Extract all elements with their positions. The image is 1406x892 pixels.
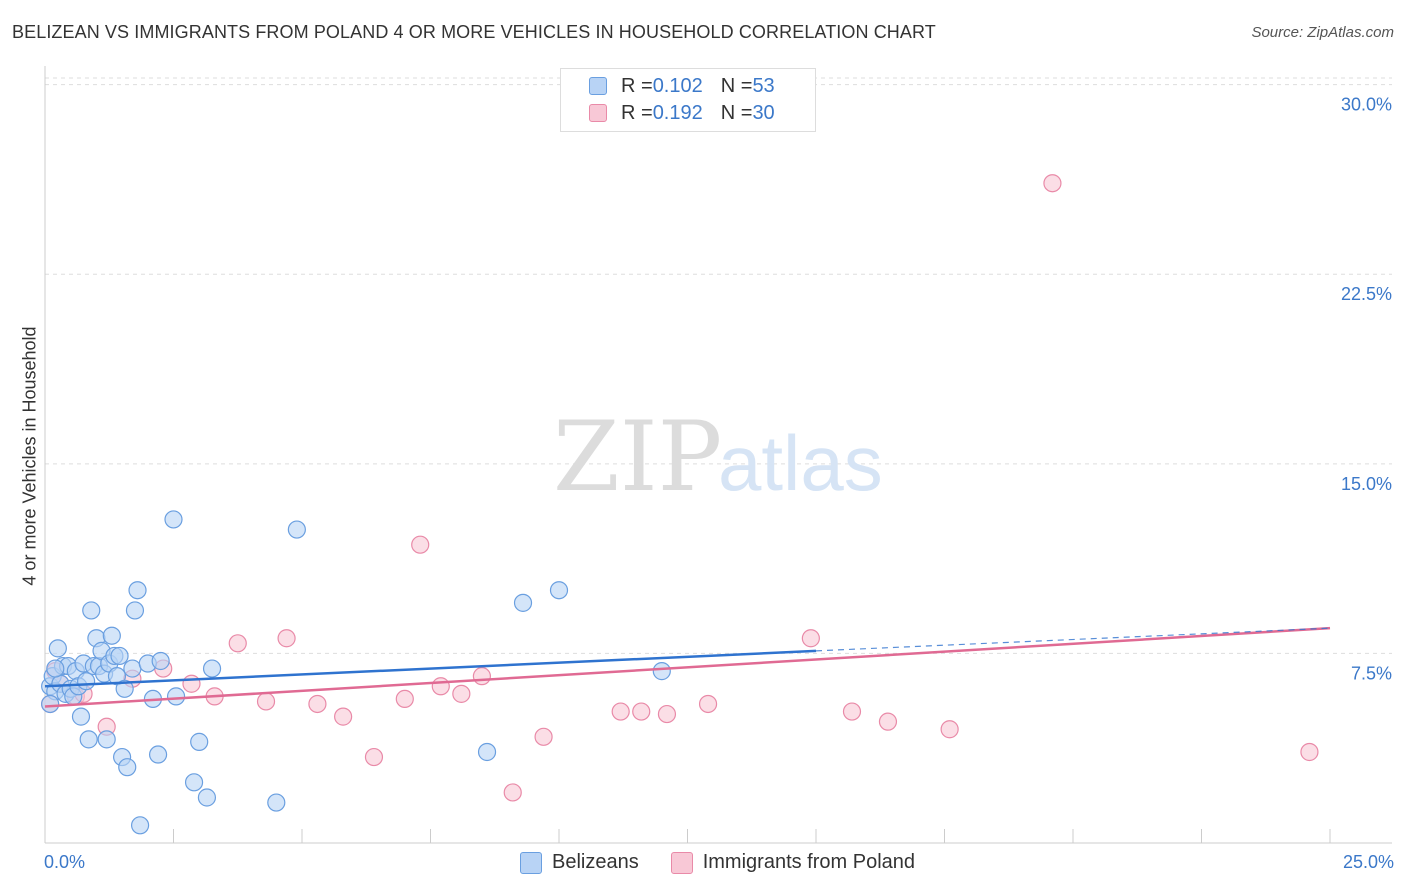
poland-point [1043, 174, 1062, 193]
belizean-point [125, 601, 145, 620]
belizean-point [267, 793, 286, 812]
poland-point [277, 629, 296, 648]
poland-point [842, 702, 862, 721]
poland-point [228, 634, 247, 653]
poland-point [472, 667, 491, 686]
x-tick-label-min: 0.0% [44, 852, 86, 872]
legend-r-label: R = [621, 101, 653, 124]
poland-point [657, 704, 677, 724]
belizean-point [151, 651, 170, 671]
correlation-legend: R = 0.102 N = 53 R = 0.192 N = 30 [560, 68, 816, 132]
belizean-point [513, 593, 533, 612]
y-tick-label: 15.0% [1341, 474, 1392, 494]
belizean-point [166, 687, 186, 706]
legend-swatch-pink [589, 104, 607, 122]
legend-item-belizeans[interactable]: Belizeans [520, 851, 639, 874]
source-label: Source: ZipAtlas.com [1251, 24, 1394, 41]
belizean-point [123, 659, 142, 678]
poland-point [878, 712, 898, 731]
poland-point [611, 702, 630, 721]
poland-point [256, 692, 276, 711]
belizean-point [477, 742, 497, 762]
belizean-point [110, 646, 129, 666]
poland-point [452, 684, 471, 703]
belizean-point [115, 679, 134, 698]
data-points [41, 174, 1319, 835]
poland-point [801, 629, 820, 648]
poland-point [308, 694, 327, 714]
belizean-point [549, 581, 569, 600]
legend-r-value: 0.102 [652, 74, 703, 97]
axes [44, 66, 1392, 844]
belizean-point [48, 639, 67, 658]
belizean-point [102, 626, 121, 645]
trend-lines [44, 626, 1331, 708]
y-tick-label: 7.5% [1351, 663, 1392, 683]
poland-point [632, 702, 651, 721]
poland-point [182, 674, 201, 693]
legend-label-belizeans: Belizeans [552, 851, 639, 873]
belizean-trend-line [44, 649, 817, 688]
grid-lines [45, 77, 1392, 654]
y-tick-label: 30.0% [1341, 95, 1392, 115]
belizean-point [97, 730, 116, 749]
belizean-point [130, 816, 150, 835]
poland-point [431, 677, 450, 696]
legend-row-poland: R = 0.192 N = 30 [589, 101, 775, 125]
y-tick-label: 22.5% [1341, 284, 1392, 304]
legend-r-value: 0.192 [652, 101, 703, 124]
chart-title: BELIZEAN VS IMMIGRANTS FROM POLAND 4 OR … [12, 22, 936, 42]
poland-point [395, 689, 414, 709]
belizean-point [202, 659, 222, 678]
belizean-point [184, 773, 204, 792]
belizean-point [287, 520, 306, 539]
poland-point [698, 694, 718, 714]
legend-row-belizeans: R = 0.102 N = 53 [589, 74, 775, 98]
belizean-point [128, 581, 147, 600]
y-tick-labels: 7.5% 15.0% 22.5% 30.0% [1341, 95, 1392, 684]
poland-point [503, 783, 522, 802]
belizean-point [77, 672, 96, 691]
belizean-point [82, 601, 101, 620]
belizean-point [652, 662, 671, 681]
belizean-trend-extension [815, 627, 1331, 652]
poland-trend-line [44, 626, 1331, 708]
belizean-point [46, 659, 65, 678]
belizean-point [118, 758, 137, 777]
legend-n-label: N = [720, 101, 753, 124]
belizean-point [71, 707, 91, 726]
belizean-point [197, 788, 217, 807]
belizean-point [79, 730, 98, 749]
watermark-atlas: atlas [718, 419, 883, 507]
legend-label-poland: Immigrants from Poland [702, 851, 916, 873]
poland-point [411, 535, 430, 554]
legend-swatch-pink [670, 851, 693, 874]
legend-n-value: 30 [752, 101, 775, 124]
legend-r-label: R = [621, 74, 653, 97]
belizean-point [190, 732, 209, 751]
watermark-zip: ZIP [553, 401, 722, 513]
belizean-point [164, 510, 183, 529]
poland-point [334, 707, 353, 726]
poland-point [364, 747, 384, 767]
poland-point [534, 727, 553, 746]
legend-swatch-blue [520, 851, 542, 874]
legend-n-label: N = [720, 74, 753, 97]
legend-item-poland[interactable]: Immigrants from Poland [670, 851, 916, 874]
x-tick-label-max: 25.0% [1342, 852, 1394, 872]
series-legend: Belizeans Immigrants from Poland [520, 851, 947, 874]
poland-point [1300, 742, 1319, 762]
poland-point [940, 720, 959, 739]
belizean-point [148, 745, 168, 764]
legend-n-value: 53 [752, 74, 775, 97]
legend-swatch-blue [589, 77, 607, 95]
belizean-point [41, 694, 60, 714]
